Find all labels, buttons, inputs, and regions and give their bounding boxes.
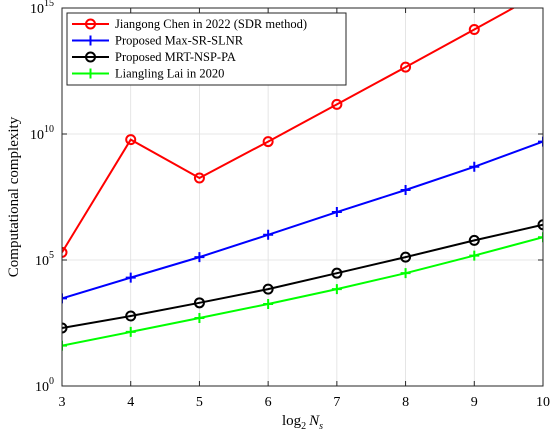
plot-frame [61,7,544,387]
axis-ticks [61,7,544,387]
data-point [262,136,274,148]
y-tick-label: 105 [35,250,54,269]
series-line [62,223,543,329]
data-point [331,267,343,279]
y-tick-label-exp: 15 [44,0,54,9]
y-tick-label: 1015 [30,0,54,17]
series-layer [62,8,543,351]
y-axis-title: Computational complexity [6,116,22,277]
legend-item: Jiangong Chen in 2022 (SDR method) [72,17,307,31]
legend-swatch-marker [85,68,96,79]
data-point [400,251,412,263]
data-point [538,136,543,147]
y-tick-label-exp: 10 [44,124,54,135]
legend-label: Proposed MRT-NSP-PA [115,50,236,64]
y-tick-label: 100 [35,376,54,395]
data-point [400,184,411,195]
legend-item: Liangling Lai in 2020 [72,67,224,81]
data-point [194,312,205,323]
legend-label: Jiangong Chen in 2022 (SDR method) [115,17,307,31]
y-tick-label-base: 10 [30,2,44,17]
x-axis-title-base-sub: 2 [301,421,306,432]
y-tick-label-exp: 0 [49,376,54,387]
data-point [331,284,342,295]
series-3 [62,219,543,334]
y-tick-label-base: 10 [35,254,49,269]
series-4 [62,232,543,351]
legend-label: Liangling Lai in 2020 [115,67,224,81]
data-point [263,298,274,309]
x-tick-label: 6 [265,395,272,410]
legend-item: Proposed Max-SR-SLNR [72,34,244,48]
legend: Jiangong Chen in 2022 (SDR method) Propos… [66,12,347,86]
x-tick-label: 5 [196,395,203,410]
y-tick-label-base: 10 [30,128,44,143]
series-clip-group [62,8,543,351]
y-tick-label-base: 10 [35,380,49,395]
x-axis-title: log2 Ns [282,413,323,432]
x-tick-label: 8 [402,395,409,410]
data-point [400,61,412,73]
legend-swatch-marker [85,35,96,46]
y-tick-label-exp: 5 [49,250,54,261]
data-point [469,161,480,172]
data-point [262,283,274,295]
data-point [62,293,67,304]
y-tick-label: 1010 [30,124,54,143]
data-point [538,232,543,243]
x-axis-title-var: N [308,413,320,429]
data-point [469,250,480,261]
legend-item: Proposed MRT-NSP-PA [72,50,236,64]
data-point [194,252,205,263]
data-point [125,272,136,283]
legend-label: Proposed Max-SR-SLNR [115,34,244,48]
data-point [537,219,543,231]
data-point [62,340,67,351]
legend-box [66,12,347,86]
data-point [193,172,205,184]
legend-swatch-marker [85,18,96,30]
data-point [62,322,68,334]
data-point [263,229,274,240]
data-point [62,246,68,258]
x-tick-label: 3 [59,395,66,410]
x-axis-title-base: log [282,413,302,429]
series-2 [62,136,543,304]
series-line [62,236,543,347]
data-point [400,268,411,279]
x-tick-label: 4 [127,395,134,410]
series-line [62,140,543,300]
x-tick-labels: 3 4 5 6 7 8 9 10 [59,395,550,410]
data-point [331,207,342,218]
data-point [468,234,480,246]
data-point [193,297,205,309]
x-tick-label: 7 [333,395,340,410]
x-axis-title-var-sub: s [319,421,323,432]
series-line [62,8,516,253]
legend-swatch-marker [85,51,96,63]
data-point [331,98,343,110]
data-point [468,24,480,36]
data-point [125,134,137,146]
series-1 [62,8,516,258]
data-point [125,326,136,337]
x-tick-label: 9 [471,395,478,410]
x-tick-label: 10 [536,395,550,410]
data-point [125,310,137,322]
